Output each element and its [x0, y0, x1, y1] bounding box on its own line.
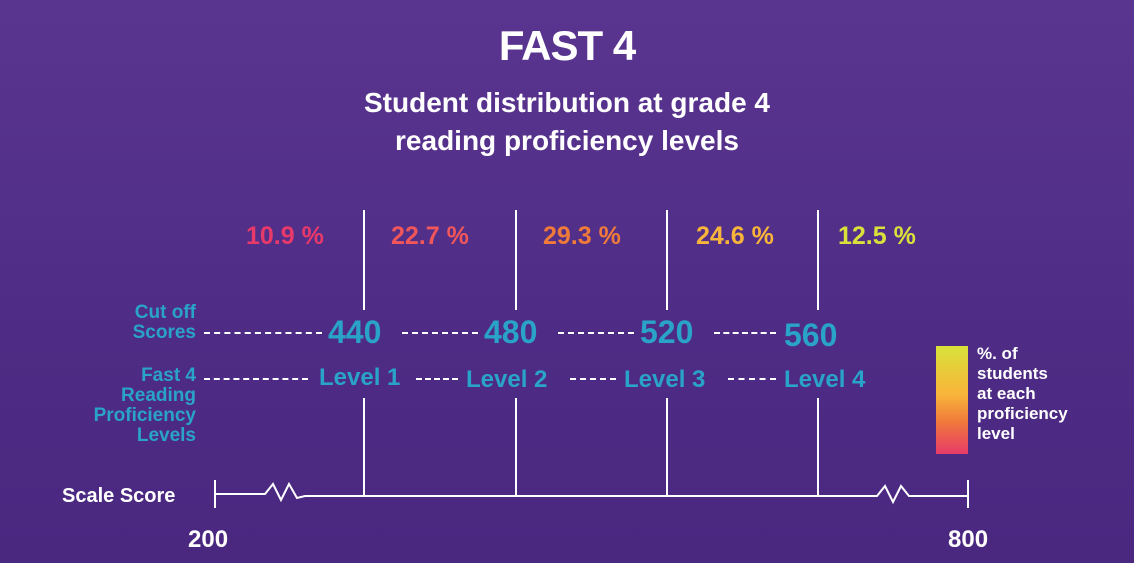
scale-score-label: Scale Score: [62, 485, 176, 507]
scale-min-label: 200: [188, 526, 229, 553]
levels-label-line-1: Fast 4: [141, 365, 196, 386]
level-dash-0: [204, 378, 308, 380]
percent-level-4: 12.5 %: [838, 222, 916, 250]
subtitle-line-1: Student distribution at grade 4: [363, 87, 770, 118]
divider-line-lower-3: [666, 398, 668, 496]
divider-line-lower-1: [363, 398, 365, 496]
level-dash-1: [416, 378, 458, 380]
percent-level-1: 22.7 %: [391, 222, 469, 250]
divider-line-2: [515, 210, 517, 310]
cutoff-score-520: 520: [640, 314, 694, 350]
divider-line-lower-4: [817, 398, 819, 496]
level-3-label: Level 3: [624, 366, 706, 393]
divider-line-1: [363, 210, 365, 310]
levels-label-line-4: Levels: [136, 425, 196, 446]
level-dash-3: [728, 378, 776, 380]
divider-line-4: [817, 210, 819, 310]
cutoff-dash-0: [204, 332, 322, 334]
cutoff-label-line-1: Cut off: [134, 302, 196, 323]
legend-line-3: at each: [977, 384, 1036, 403]
cutoff-score-440: 440: [328, 314, 382, 350]
subtitle-line-2: reading proficiency levels: [395, 125, 739, 156]
level-4-label: Level 4: [784, 366, 866, 393]
legend-color-bar: [936, 346, 968, 454]
scale-axis: [214, 480, 969, 508]
axis-line: [215, 481, 968, 505]
legend-line-2: students: [977, 364, 1048, 383]
levels-label-line-3: Proficiency: [93, 405, 196, 426]
cutoff-scores-label: Cut off Scores: [16, 303, 196, 343]
cutoff-dash-3: [714, 332, 776, 334]
divider-line-3: [666, 210, 668, 310]
level-1-label: Level 1: [319, 364, 401, 391]
legend-line-4: proficiency: [977, 404, 1068, 423]
percent-level-0: 10.9 %: [246, 222, 324, 250]
divider-line-lower-2: [515, 398, 517, 496]
level-2-label: Level 2: [466, 366, 548, 393]
legend-line-5: level: [977, 424, 1015, 443]
levels-label: Fast 4 Reading Proficiency Levels: [16, 366, 196, 446]
cutoff-score-560: 560: [784, 317, 838, 353]
cutoff-dash-1: [402, 332, 478, 334]
cutoff-score-480: 480: [484, 314, 538, 350]
levels-label-line-2: Reading: [121, 385, 196, 406]
percent-level-2: 29.3 %: [543, 222, 621, 250]
cutoff-dash-2: [558, 332, 634, 334]
level-dash-2: [570, 378, 616, 380]
percent-level-3: 24.6 %: [696, 222, 774, 250]
legend-text: %. of students at each proficiency level: [977, 344, 1097, 444]
page-subtitle: Student distribution at grade 4 reading …: [0, 84, 1134, 160]
page-title: FAST 4: [498, 22, 636, 69]
legend-line-1: %. of: [977, 344, 1018, 363]
cutoff-label-line-2: Scores: [132, 322, 196, 343]
scale-max-label: 800: [948, 526, 989, 553]
